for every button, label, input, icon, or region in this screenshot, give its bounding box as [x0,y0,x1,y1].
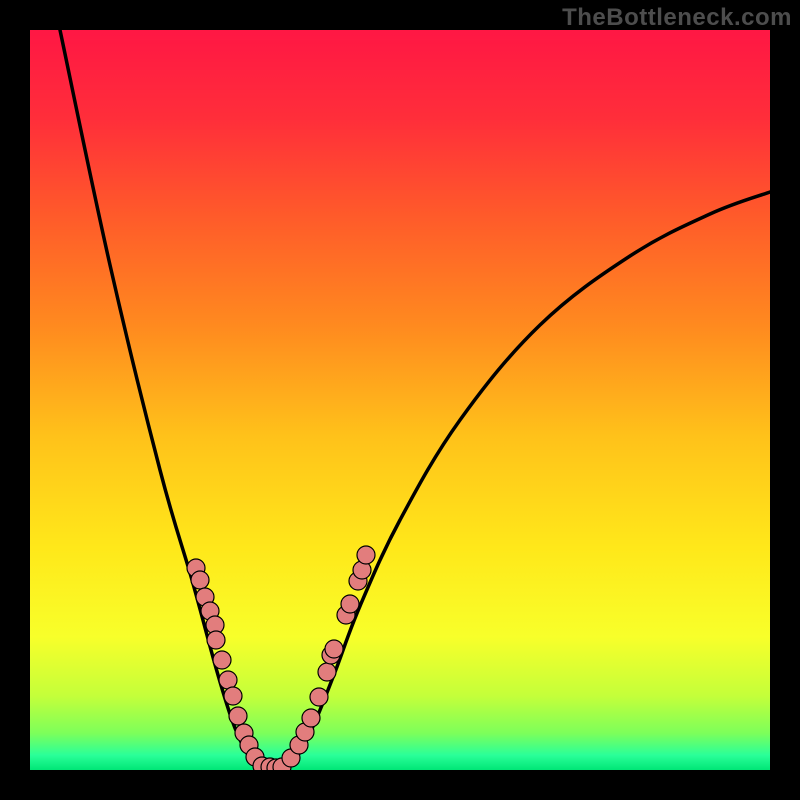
data-marker [224,687,242,705]
plot-area [30,30,770,777]
chart-stage: TheBottleneck.com [0,0,800,800]
data-marker [325,640,343,658]
data-marker [213,651,231,669]
data-marker [318,663,336,681]
data-marker [191,571,209,589]
data-marker [357,546,375,564]
watermark-text: TheBottleneck.com [562,4,792,32]
data-marker [229,707,247,725]
data-marker [219,671,237,689]
data-marker [310,688,328,706]
data-marker [341,595,359,613]
bottleneck-chart [0,0,800,800]
data-marker [207,631,225,649]
data-marker [302,709,320,727]
